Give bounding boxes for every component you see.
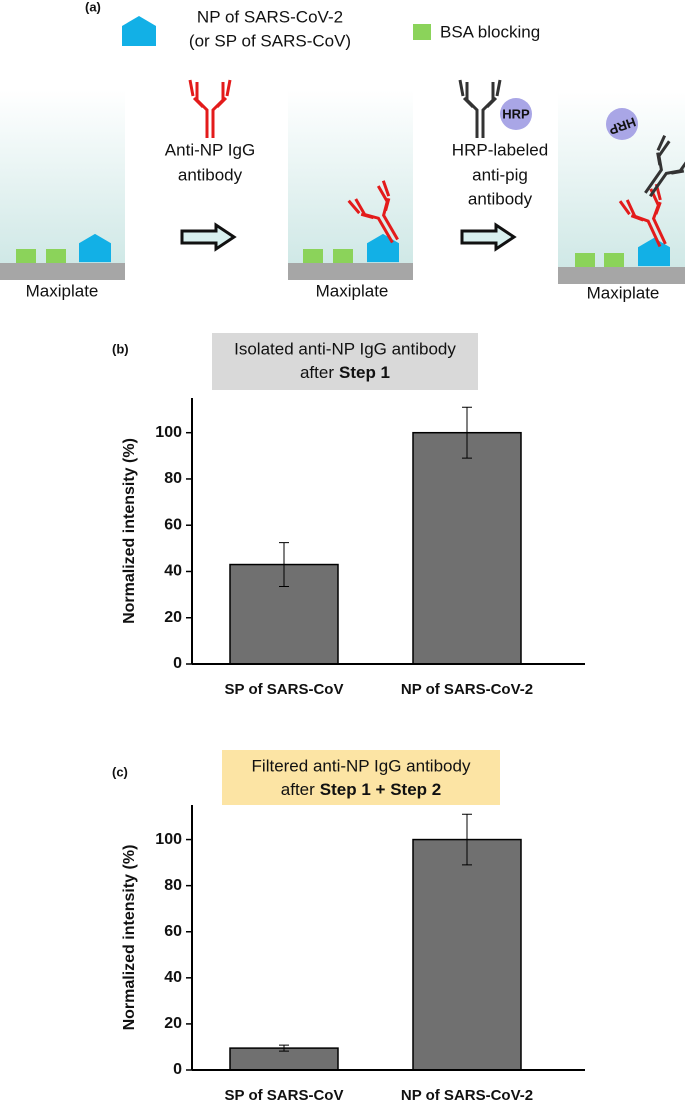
title-text: after xyxy=(300,363,334,382)
plate-label: Maxiplate xyxy=(587,283,660,302)
hrp-icon xyxy=(606,108,638,140)
step-text: anti-pig xyxy=(472,165,528,184)
chart-title: Isolated anti-NP IgG antibody xyxy=(234,339,456,358)
x-tick-label: NP of SARS-CoV-2 xyxy=(401,681,533,698)
plate xyxy=(288,263,413,280)
bar xyxy=(412,431,522,665)
x-tick-label: SP of SARS-CoV xyxy=(225,1087,344,1103)
y-tick-label: 20 xyxy=(164,1015,182,1032)
y-axis-label: Normalized intensity (%) xyxy=(121,845,138,1031)
bsa xyxy=(46,249,66,263)
arrow xyxy=(460,223,516,251)
y-tick-label: 60 xyxy=(164,516,182,533)
panel-label: (b) xyxy=(112,341,129,356)
title-text: after xyxy=(281,780,315,799)
panel-label: (a) xyxy=(85,0,101,14)
bar xyxy=(412,838,522,1071)
y-tick-label: 40 xyxy=(164,969,182,986)
plate-label: Maxiplate xyxy=(26,281,99,300)
plate xyxy=(0,263,125,280)
bsa-icon xyxy=(413,24,431,40)
x-tick-label: SP of SARS-CoV xyxy=(225,681,344,698)
error-bar xyxy=(279,1044,289,1052)
title-box xyxy=(212,333,478,390)
plate-label: Maxiplate xyxy=(316,281,389,300)
y-tick-label: 80 xyxy=(164,877,182,894)
y-tick-label: 40 xyxy=(164,563,182,580)
chart-title: Filtered anti-NP IgG antibody xyxy=(252,756,471,775)
step-text: Anti-NP IgG xyxy=(165,140,255,159)
step-text: HRP-labeled xyxy=(452,140,548,159)
y-tick-label: 80 xyxy=(164,470,182,487)
chart-title: after Step 1 + Step 2 xyxy=(281,780,441,799)
x-tick-label: NP of SARS-CoV-2 xyxy=(401,1087,533,1103)
error-bar xyxy=(279,542,289,588)
plate xyxy=(558,267,685,284)
y-tick-label: 0 xyxy=(173,655,182,672)
well xyxy=(288,90,413,265)
y-tick-label: 100 xyxy=(155,831,182,848)
well xyxy=(0,90,125,265)
y-tick-label: 20 xyxy=(164,609,182,626)
chart-title: after Step 1 xyxy=(300,363,390,382)
np-icon xyxy=(122,16,156,46)
bsa xyxy=(333,249,353,263)
hrp-icon xyxy=(500,98,532,130)
title-bold: Step 1 xyxy=(339,363,390,382)
error-bar xyxy=(462,813,472,866)
step-text: antibody xyxy=(178,165,243,184)
title-bold: Step 1 + Step 2 xyxy=(320,780,441,799)
error-bar xyxy=(462,406,472,459)
panel-a: (a) NP of SARS-CoV-2 (or SP of SARS-CoV)… xyxy=(0,0,685,302)
arrow xyxy=(180,223,236,251)
antibody-icon xyxy=(458,78,502,140)
y-tick-label: 60 xyxy=(164,923,182,940)
title-box xyxy=(222,750,500,805)
y-tick-label: 100 xyxy=(155,424,182,441)
legend-text: NP of SARS-CoV-2 xyxy=(197,7,343,26)
antibody-icon xyxy=(188,78,232,140)
bsa xyxy=(16,249,36,263)
bsa xyxy=(575,253,595,267)
bsa xyxy=(303,249,323,263)
legend-text: (or SP of SARS-CoV) xyxy=(189,31,351,50)
legend-text: BSA blocking xyxy=(440,22,540,41)
y-axis-label: Normalized intensity (%) xyxy=(121,438,138,624)
hrp-text: HRP xyxy=(502,106,530,121)
panel-label: (c) xyxy=(112,764,128,779)
step-text: antibody xyxy=(468,189,533,208)
bsa xyxy=(604,253,624,267)
y-tick-label: 0 xyxy=(173,1061,182,1078)
